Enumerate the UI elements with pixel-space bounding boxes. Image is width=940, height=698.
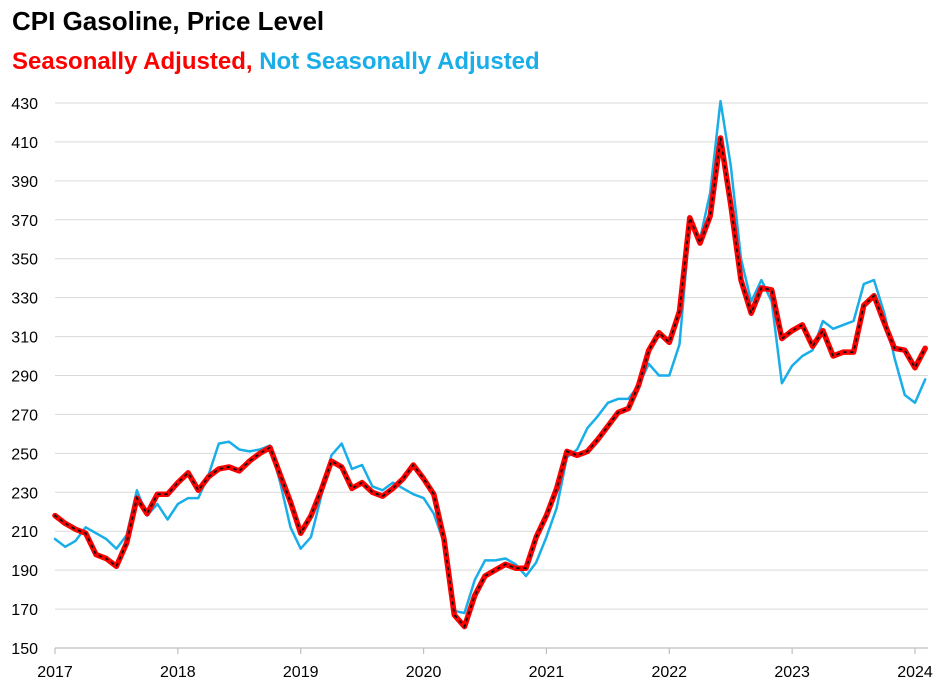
- legend-seasonally-adjusted: Seasonally Adjusted,: [12, 48, 253, 75]
- x-tick-label: 2018: [160, 664, 196, 681]
- y-tick-label: 170: [11, 602, 38, 619]
- x-tick-label: 2023: [774, 664, 810, 681]
- y-tick-label: 290: [11, 369, 38, 386]
- y-tick-label: 430: [11, 96, 38, 113]
- y-tick-label: 390: [11, 174, 38, 191]
- y-axis-ticks: 150 170 190 210 230 250 270 290 310 330 350 370 390 4…: [11, 96, 38, 658]
- y-tick-label: 150: [11, 641, 38, 658]
- series-line-seasonally-adjusted: [52, 135, 928, 630]
- series-line-not-seasonally-adjusted: [53, 99, 927, 615]
- y-tick-label: 370: [11, 213, 38, 230]
- y-tick-label: 410: [11, 135, 38, 152]
- chart-subtitle: Seasonally Adjusted, Not Seasonally Adju…: [12, 48, 540, 76]
- x-tick-label: 2019: [283, 664, 319, 681]
- y-tick-label: 270: [11, 407, 38, 424]
- y-tick-label: 250: [11, 446, 38, 463]
- gridlines: [55, 102, 928, 610]
- x-axis-ticks: 2017 2018 2019 2020 2021 2022 2023 2024: [37, 648, 933, 681]
- x-tick-label: 2022: [651, 664, 687, 681]
- x-tick-label: 2020: [406, 664, 442, 681]
- x-tick-label: 2024: [897, 664, 933, 681]
- x-tick-label: 2017: [37, 664, 73, 681]
- legend-not-seasonally-adjusted: Not Seasonally Adjusted: [259, 48, 540, 75]
- y-tick-label: 210: [11, 524, 38, 541]
- y-tick-label: 310: [11, 330, 38, 347]
- series-dotted-overlay-seasonally-adjusted: [54, 137, 927, 629]
- y-tick-label: 330: [11, 291, 38, 308]
- x-tick-label: 2021: [529, 664, 565, 681]
- chart-title: CPI Gasoline, Price Level: [12, 6, 325, 36]
- series-lines: [52, 99, 928, 630]
- y-tick-label: 230: [11, 485, 38, 502]
- y-tick-label: 190: [11, 563, 38, 580]
- y-tick-label: 350: [11, 252, 38, 269]
